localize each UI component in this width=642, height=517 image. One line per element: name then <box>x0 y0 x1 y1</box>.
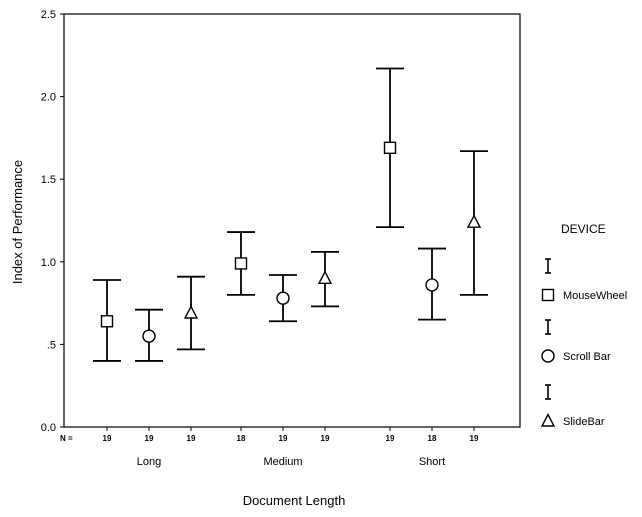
mean-marker-square <box>383 141 397 155</box>
error-bar <box>227 231 255 296</box>
mean-marker-square <box>234 257 248 270</box>
mean-marker-circle <box>142 329 156 343</box>
y-tick-label: 0.0 <box>41 422 56 434</box>
legend: DEVICE MouseWheel Scroll Bar SlideBar <box>540 222 627 428</box>
mean-marker-circle <box>425 278 439 292</box>
n-count-label: 19 <box>470 434 479 443</box>
n-count-label: 18 <box>428 434 437 443</box>
x-tick-label: Short <box>419 456 445 468</box>
error-bar <box>93 279 121 362</box>
y-tick-label: 2.0 <box>41 92 56 104</box>
legend-marker-circle <box>541 349 555 363</box>
y-tick-label: 1.5 <box>41 174 56 186</box>
mean-marker-triangle <box>183 304 199 319</box>
y-tick-label: 2.5 <box>41 9 56 21</box>
n-count-label: 19 <box>145 434 154 443</box>
legend-item: SlideBar <box>540 384 605 428</box>
legend-label: MouseWheel <box>563 290 627 302</box>
n-count-label: 18 <box>237 434 246 443</box>
legend-label: Scroll Bar <box>563 351 611 363</box>
error-bar <box>269 274 297 323</box>
legend-title: DEVICE <box>561 222 606 236</box>
error-bar <box>311 250 339 308</box>
n-count-label: 19 <box>279 434 288 443</box>
error-bar <box>177 275 205 351</box>
legend-marker-triangle <box>540 412 556 427</box>
y-tick-label: .5 <box>47 339 56 351</box>
x-tick-label: Long <box>137 456 161 468</box>
x-axis-title: Document Length <box>243 493 346 508</box>
legend-marker-square <box>541 288 555 302</box>
legend-item: Scroll Bar <box>541 319 611 363</box>
legend-item: MouseWheel <box>541 258 627 302</box>
y-axis-title: Index of Performance <box>10 160 25 284</box>
error-bar <box>376 67 404 229</box>
x-tick-label: Medium <box>263 456 302 468</box>
mean-marker-square <box>100 315 114 328</box>
mean-marker-triangle <box>317 270 333 285</box>
plot-frame <box>63 13 521 428</box>
error-bar <box>460 150 488 296</box>
error-bar <box>135 308 163 362</box>
n-count-label: 19 <box>103 434 112 443</box>
n-count-label: 19 <box>187 434 196 443</box>
plot-area: 0.0 .5 1.0 1.5 2.0 2.5 N = Long 19 19 19 Medium 18 19… <box>41 9 521 468</box>
n-count-label: 19 <box>386 434 395 443</box>
mean-marker-triangle <box>466 214 482 228</box>
y-tick-label: 1.0 <box>41 257 56 269</box>
n-count-label: 19 <box>321 434 330 443</box>
error-bar <box>418 247 446 321</box>
legend-label: SlideBar <box>563 416 605 428</box>
n-label: N = <box>60 434 73 443</box>
mean-marker-circle <box>276 291 290 305</box>
